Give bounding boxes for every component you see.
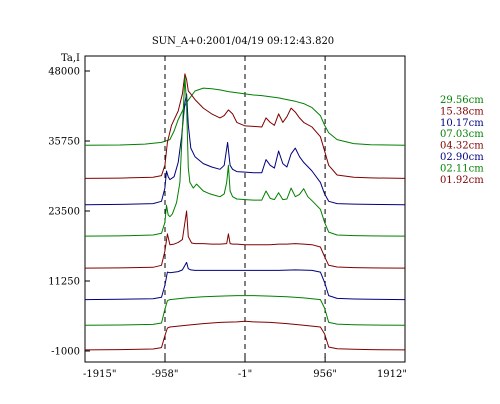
series-layer (84, 73, 406, 351)
y-tick-label: -1000 (51, 347, 80, 358)
legend-entry: 02.90cm (440, 152, 484, 163)
y-axis-ticks: -1000 11250 23500 35750 48000 (48, 67, 90, 358)
y-tick-label: 48000 (48, 67, 80, 78)
series-line-6 (84, 295, 406, 326)
legend-entry: 15.38cm (440, 106, 484, 117)
x-tick-label: -1" (238, 369, 252, 380)
y-tick-label: 11250 (48, 277, 80, 288)
series-line-5 (84, 261, 406, 301)
reference-lines (164, 56, 326, 362)
x-tick-label: 956" (313, 369, 337, 380)
legend-entry: 04.32cm (440, 141, 484, 152)
x-tick-label: -958" (151, 369, 178, 380)
legend-entry: 29.56cm (440, 95, 484, 106)
series-line-7 (84, 320, 406, 351)
x-tick-label: -1915" (83, 369, 116, 380)
legend-entry: 10.17cm (440, 118, 484, 129)
legend-entry: 02.11cm (440, 163, 484, 174)
y-tick-label: 35750 (48, 137, 80, 148)
series-line-1 (84, 73, 406, 179)
x-tick-label: 1912" (377, 369, 407, 380)
legend-entry: 01.92cm (440, 175, 484, 186)
x-axis-ticks: -1915" -958" -1" 956" 1912" (83, 357, 407, 380)
y-tick-label: 23500 (48, 207, 80, 218)
legend: 29.56cm15.38cm10.17cm07.03cm04.32cm02.90… (440, 95, 484, 186)
chart-title: SUN_A+0:2001/04/19 09:12:43.820 (152, 36, 334, 47)
series-line-2 (84, 93, 406, 206)
series-line-4 (84, 210, 406, 269)
y-axis-label: Ta,I (61, 53, 80, 64)
legend-entry: 07.03cm (440, 129, 484, 140)
series-line-3 (84, 76, 406, 237)
series-line-0 (84, 87, 406, 146)
